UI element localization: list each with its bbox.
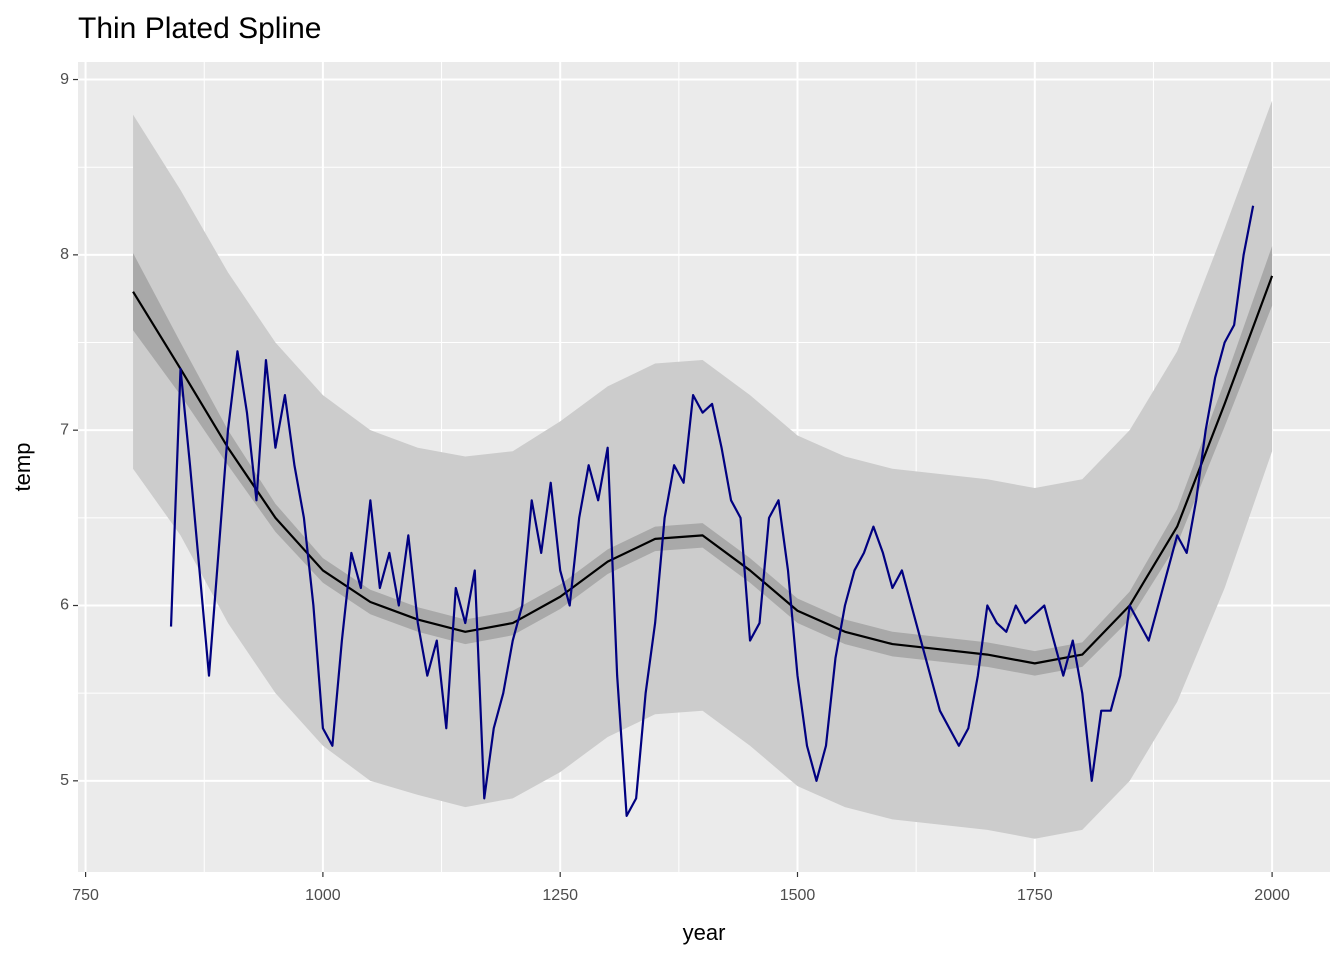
x-tick-label: 1750 [1017,887,1053,904]
observed-line [169,205,1255,817]
y-tick-label: 7 [60,421,69,438]
x-axis-title: year [683,920,726,945]
y-axis-title: temp [10,443,35,492]
x-tick-label: 1500 [780,887,816,904]
y-tick-label: 6 [60,597,69,614]
plot-area: 750 1000 1250 1500 1750 2000 5 6 7 8 9 [60,62,1330,904]
x-tick-label: 2000 [1254,887,1290,904]
fit-line [132,275,1274,665]
y-tick-label: 9 [60,71,69,88]
y-tick-label: 8 [60,246,69,263]
x-tick-label: 1000 [305,887,341,904]
x-tick-label: 1250 [542,887,578,904]
x-tick-label: 750 [72,887,99,904]
y-tick-label: 5 [60,772,69,789]
chart-title: Thin Plated Spline [78,12,322,45]
